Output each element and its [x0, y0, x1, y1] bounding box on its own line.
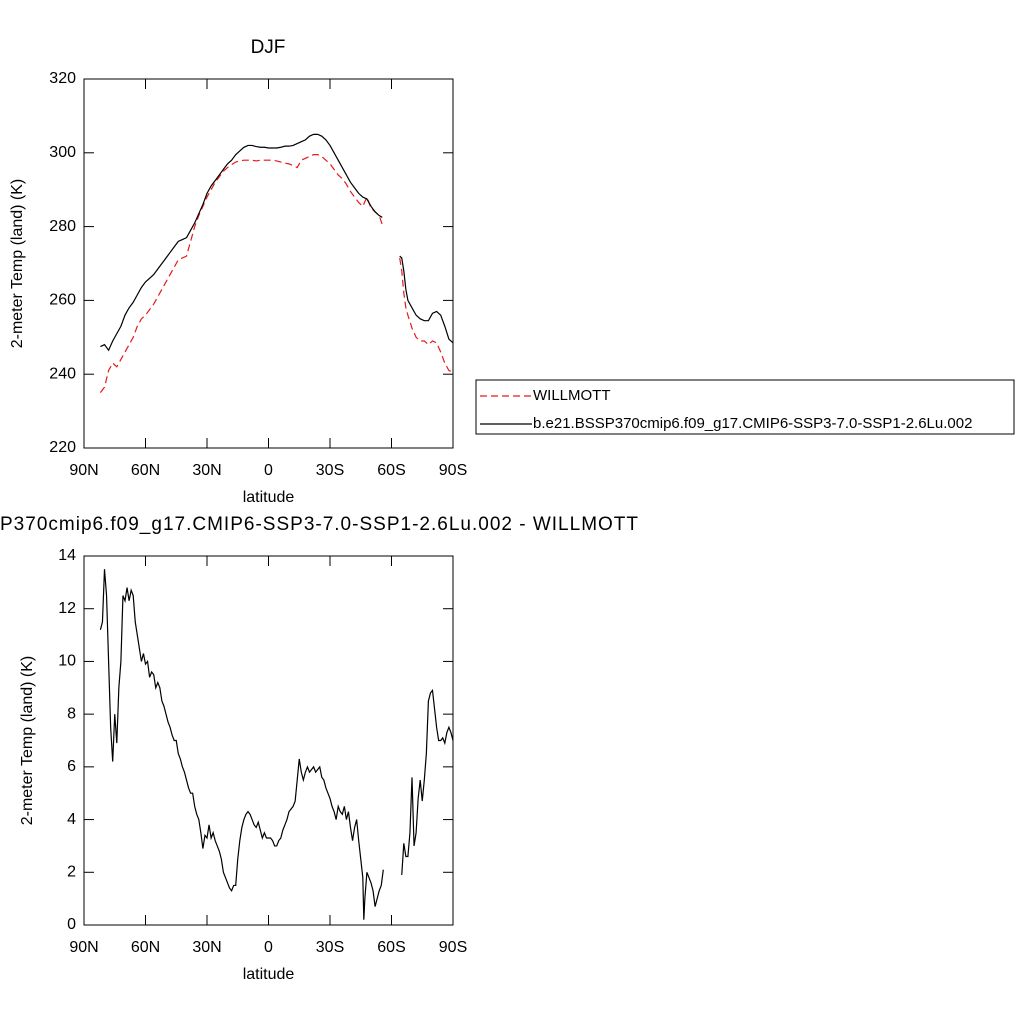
x-tick-label: 30N	[192, 462, 221, 479]
y-tick-label: 2	[67, 864, 76, 881]
data-line	[99, 154, 454, 394]
plot-frame	[83, 78, 454, 449]
y-tick-label: 300	[49, 144, 76, 161]
x-tick-label: 0	[264, 462, 273, 479]
x-tick-label: 0	[264, 939, 273, 956]
y-tick-label: 12	[58, 600, 76, 617]
y-tick-label: 8	[67, 705, 76, 722]
x-tick-label: 90S	[439, 939, 467, 956]
x-tick-label: 90S	[439, 462, 467, 479]
data-line	[100, 133, 454, 352]
x-tick-label: 60N	[131, 462, 160, 479]
y-tick-label: 0	[67, 916, 76, 933]
chart-title: P370cmip6.f09_g17.CMIP6-SSP3-7.0-SSP1-2.…	[0, 514, 638, 535]
x-tick-label: 60N	[131, 939, 160, 956]
legend-label: WILLMOTT	[533, 387, 611, 404]
y-tick-label: 280	[49, 218, 76, 235]
x-axis-label: latitude	[243, 966, 295, 983]
plot-frame	[83, 555, 454, 926]
data-line	[99, 569, 454, 920]
x-axis-label: latitude	[243, 489, 295, 506]
legend-label: b.e21.BSSP370cmip6.f09_g17.CMIP6-SSP3-7.…	[533, 415, 972, 432]
y-axis-label: 2-meter Temp (land) (K)	[9, 179, 26, 349]
x-tick-label: 90N	[69, 462, 98, 479]
y-tick-label: 220	[49, 439, 76, 456]
chart-title: DJF	[251, 37, 286, 58]
x-tick-label: 90N	[69, 939, 98, 956]
y-tick-label: 240	[49, 365, 76, 382]
x-tick-label: 60S	[377, 939, 405, 956]
x-tick-label: 30S	[316, 462, 344, 479]
x-tick-label: 60S	[377, 462, 405, 479]
y-tick-label: 320	[49, 70, 76, 87]
x-tick-label: 30N	[192, 939, 221, 956]
legend-box	[475, 379, 1015, 435]
y-tick-label: 260	[49, 292, 76, 309]
y-tick-label: 6	[67, 758, 76, 775]
y-tick-label: 10	[58, 653, 76, 670]
y-tick-label: 4	[67, 811, 76, 828]
y-axis-label: 2-meter Temp (land) (K)	[19, 656, 36, 826]
y-tick-label: 14	[58, 547, 76, 564]
x-tick-label: 30S	[316, 939, 344, 956]
